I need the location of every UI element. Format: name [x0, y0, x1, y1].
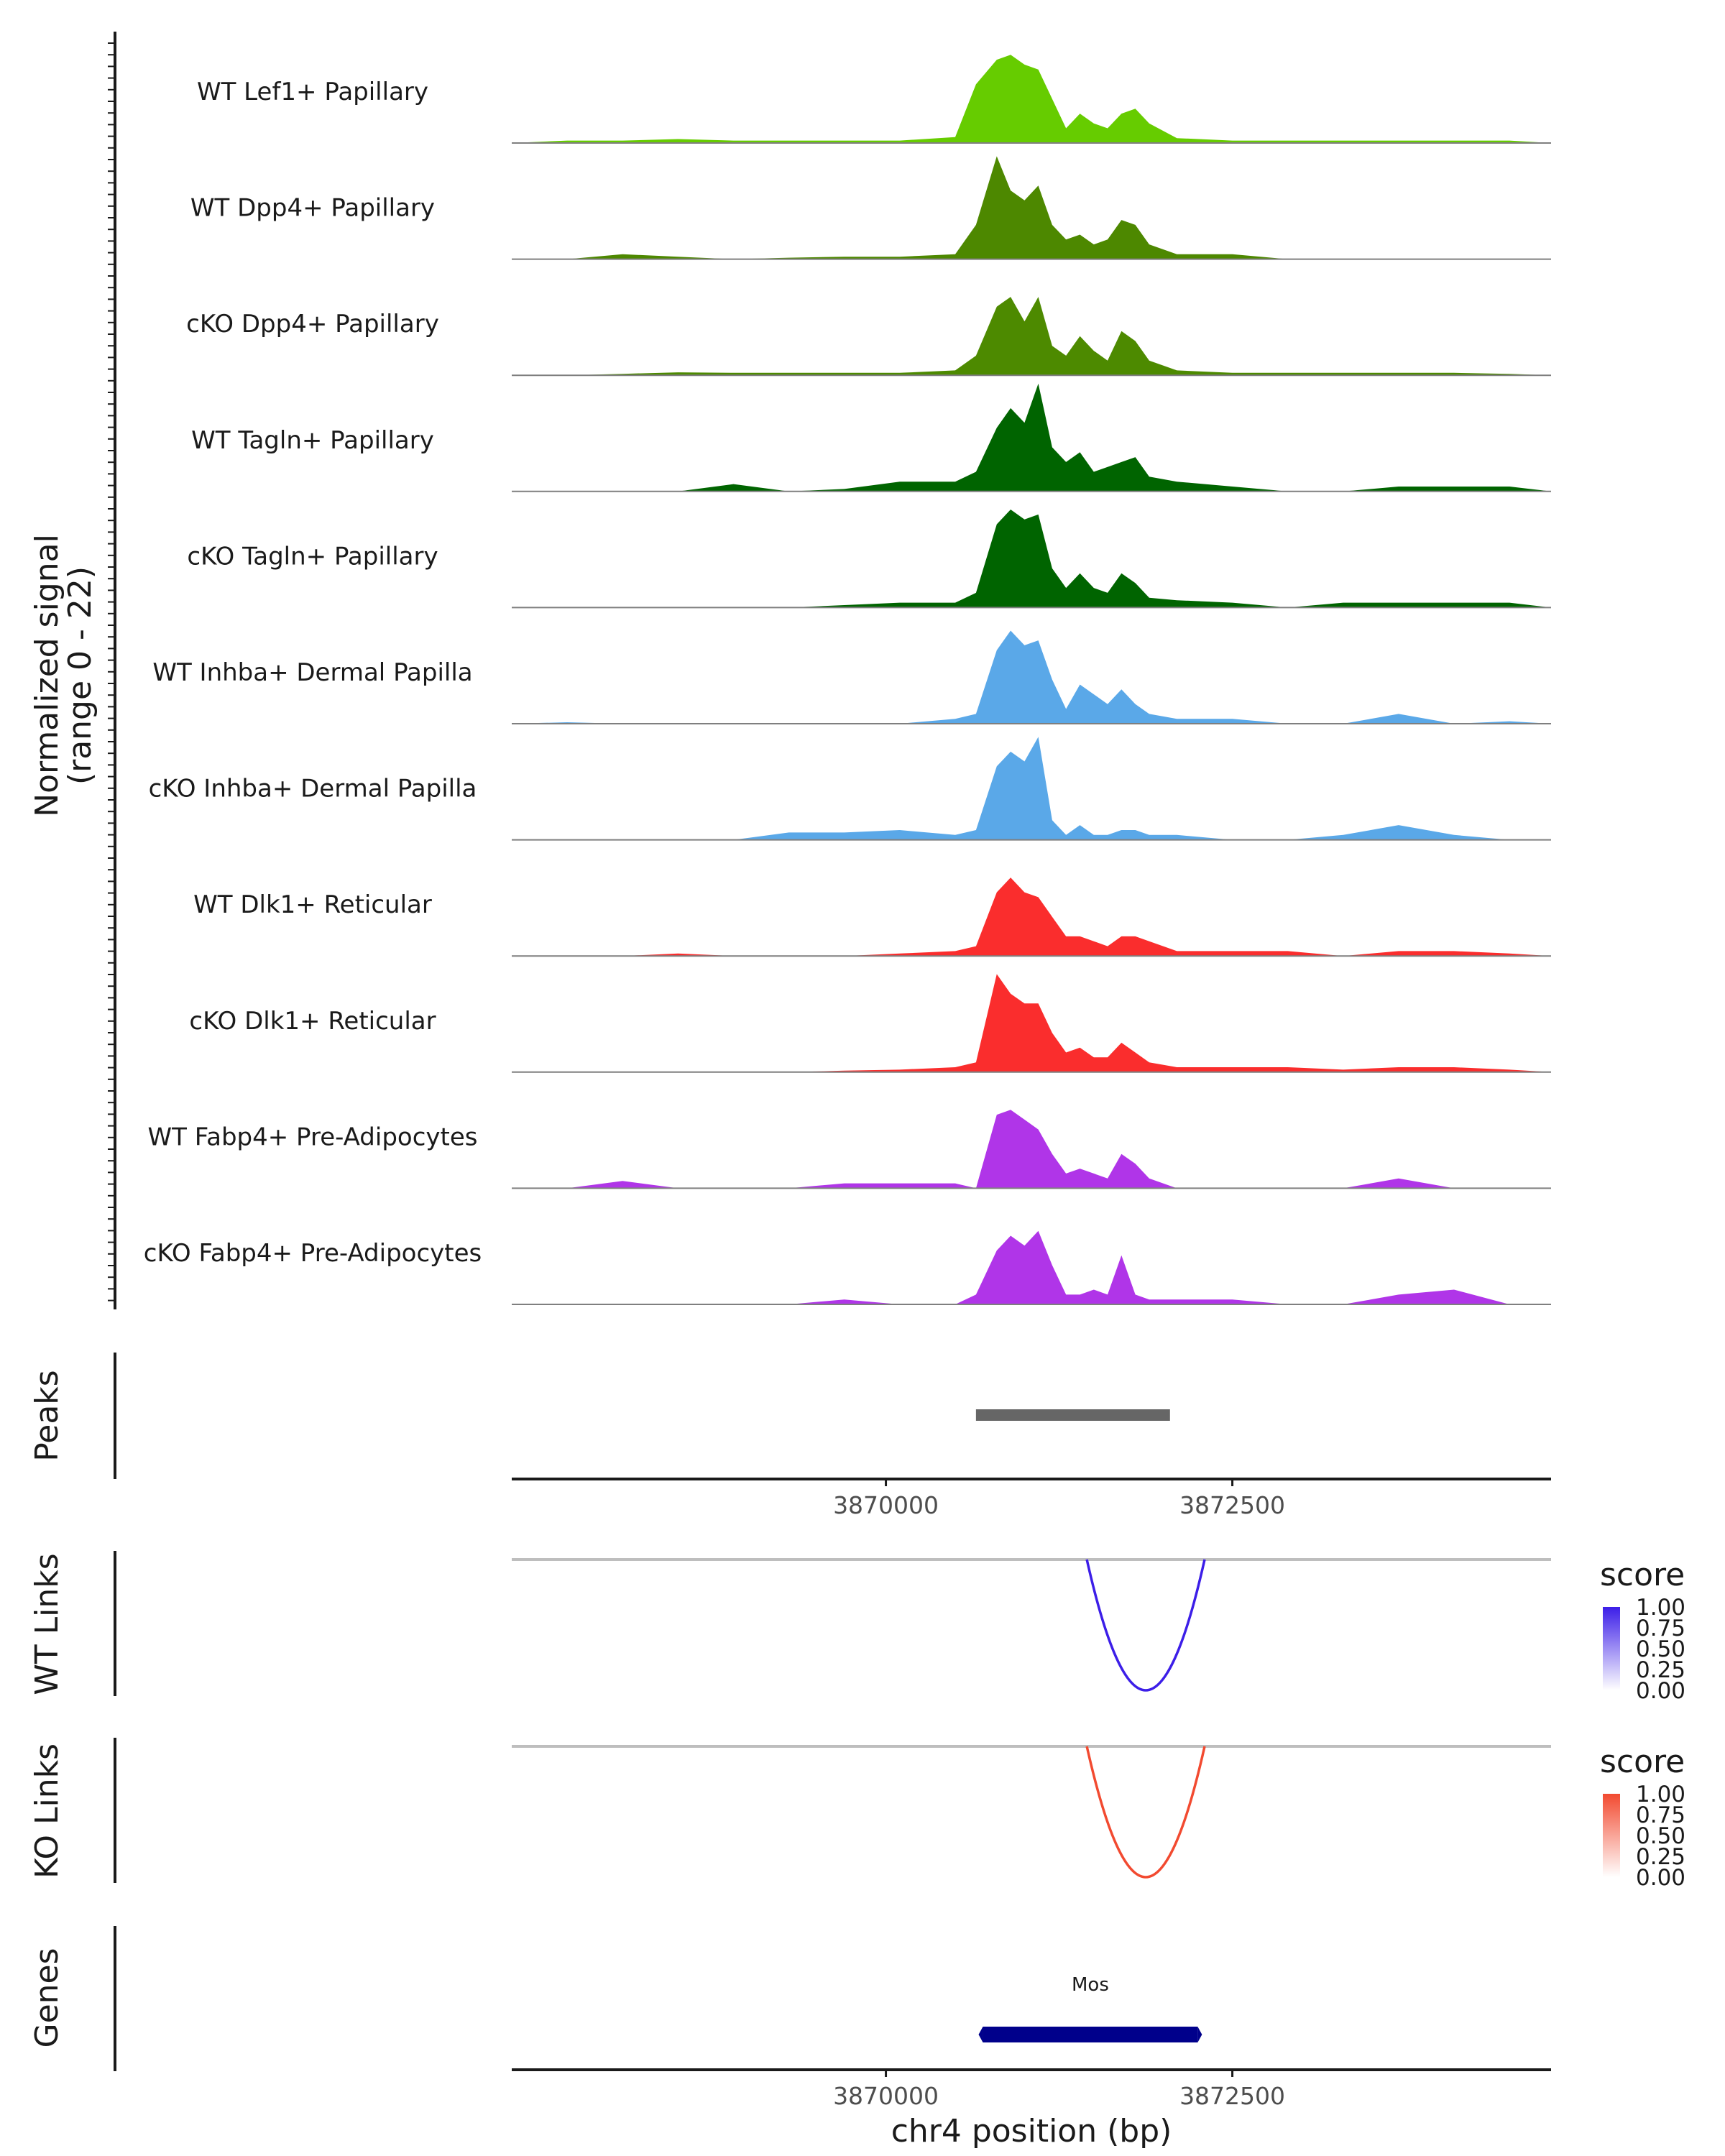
coverage-track: WT Tagln+ Papillary [191, 383, 1551, 492]
coverage-area [512, 877, 1551, 957]
track-label: cKO Fabp4+ Pre-Adipocytes [144, 1239, 482, 1268]
coverage-y-label: Normalized signal [29, 534, 65, 817]
wt-legend-colorbar [1603, 1607, 1620, 1690]
track-label: cKO Inhba+ Dermal Papilla [149, 775, 477, 803]
coverage-track: WT Lef1+ Papillary [197, 55, 1551, 144]
track-label: cKO Tagln+ Papillary [187, 542, 438, 571]
ko-legend-tick: 0.00 [1636, 1865, 1685, 1891]
coverage-y-range-label: (range 0 - 22) [62, 566, 98, 785]
coverage-area [512, 383, 1551, 492]
coverage-area [512, 974, 1551, 1072]
coverage-track: cKO Tagln+ Papillary [187, 510, 1551, 609]
peaks-label: Peaks [29, 1370, 65, 1461]
gene-body [983, 2027, 1198, 2042]
x-tick-label: 3870000 [833, 1491, 939, 1519]
coverage-y-ticks [108, 42, 115, 1302]
peak-bar [975, 1409, 1170, 1421]
ko-links-group [512, 1745, 1551, 1879]
ko-legend-tick: 1.00 [1636, 1782, 1685, 1807]
track-label: cKO Dlk1+ Reticular [189, 1007, 436, 1036]
x-tick-label: 3872500 [1179, 2082, 1285, 2110]
peaks-group [975, 1409, 1170, 1421]
coverage-area [512, 156, 1551, 259]
coverage-area [512, 737, 1551, 840]
ko-legend-title: score [1600, 1743, 1685, 1780]
wt-legend-tick: 0.25 [1636, 1657, 1685, 1683]
coverage-area [512, 55, 1551, 143]
ko-legend-tick: 0.25 [1636, 1844, 1685, 1870]
track-label: WT Dpp4+ Papillary [190, 194, 435, 223]
coverage-track: cKO Dpp4+ Papillary [186, 297, 1551, 377]
track-label: WT Fabp4+ Pre-Adipocytes [148, 1123, 478, 1151]
track-label: WT Inhba+ Dermal Papilla [152, 658, 472, 687]
x-axis-label: chr4 position (bp) [891, 2113, 1172, 2150]
ko-links-label: KO Links [29, 1743, 65, 1879]
coverage-tracks: WT Lef1+ Papillary WT Dpp4+ Papillary cKO … [144, 55, 1551, 1305]
genes-group: Mos [978, 1974, 1202, 2042]
genes-label: Genes [29, 1948, 65, 2047]
gene-end-cap [1197, 2027, 1202, 2042]
coverage-track: cKO Inhba+ Dermal Papilla [149, 737, 1551, 841]
coverage-track: cKO Dlk1+ Reticular [189, 974, 1551, 1073]
gene-end-cap [978, 2027, 983, 2042]
wt-links-label: WT Links [29, 1553, 65, 1695]
coverage-track: cKO Fabp4+ Pre-Adipocytes [144, 1230, 1551, 1305]
ko-legend-colorbar [1603, 1794, 1620, 1877]
wt-legend-tick: 0.50 [1636, 1636, 1685, 1662]
wt-legend-tick: 0.00 [1636, 1678, 1685, 1704]
link-arc [1085, 1746, 1206, 1879]
coverage-area [512, 510, 1551, 608]
wt-links-legend: score 1.00 0.75 0.50 0.25 0.00 [1600, 1557, 1685, 1704]
wt-legend-title: score [1600, 1557, 1685, 1593]
ko-legend-tick: 0.50 [1636, 1823, 1685, 1849]
coverage-track: WT Dpp4+ Papillary [190, 156, 1551, 260]
coverage-area [512, 1110, 1551, 1189]
wt-links-group [512, 1558, 1551, 1692]
track-label: WT Dlk1+ Reticular [193, 890, 432, 919]
track-label: WT Tagln+ Papillary [191, 426, 434, 455]
ko-legend-tick: 0.75 [1636, 1802, 1685, 1828]
link-arc [1085, 1559, 1206, 1692]
coverage-area [512, 1230, 1551, 1304]
coverage-track: WT Fabp4+ Pre-Adipocytes [148, 1110, 1551, 1189]
x-tick-label: 3870000 [833, 2082, 939, 2110]
wt-legend-tick: 0.75 [1636, 1616, 1685, 1641]
track-label: cKO Dpp4+ Papillary [186, 310, 439, 338]
coverage-track: WT Dlk1+ Reticular [193, 877, 1551, 957]
genes-x-ticks: 3870000 3872500 [833, 2070, 1285, 2110]
coverage-area [512, 630, 1551, 724]
wt-legend-tick: 1.00 [1636, 1595, 1685, 1621]
coverage-area [512, 297, 1551, 376]
peaks-x-ticks: 3870000 3872500 [833, 1479, 1285, 1519]
coverage-track: WT Inhba+ Dermal Papilla [152, 630, 1551, 724]
ko-links-legend: score 1.00 0.75 0.50 0.25 0.00 [1600, 1743, 1685, 1891]
gene-label: Mos [1072, 1974, 1109, 1996]
x-tick-label: 3872500 [1179, 1491, 1285, 1519]
track-label: WT Lef1+ Papillary [197, 78, 428, 106]
